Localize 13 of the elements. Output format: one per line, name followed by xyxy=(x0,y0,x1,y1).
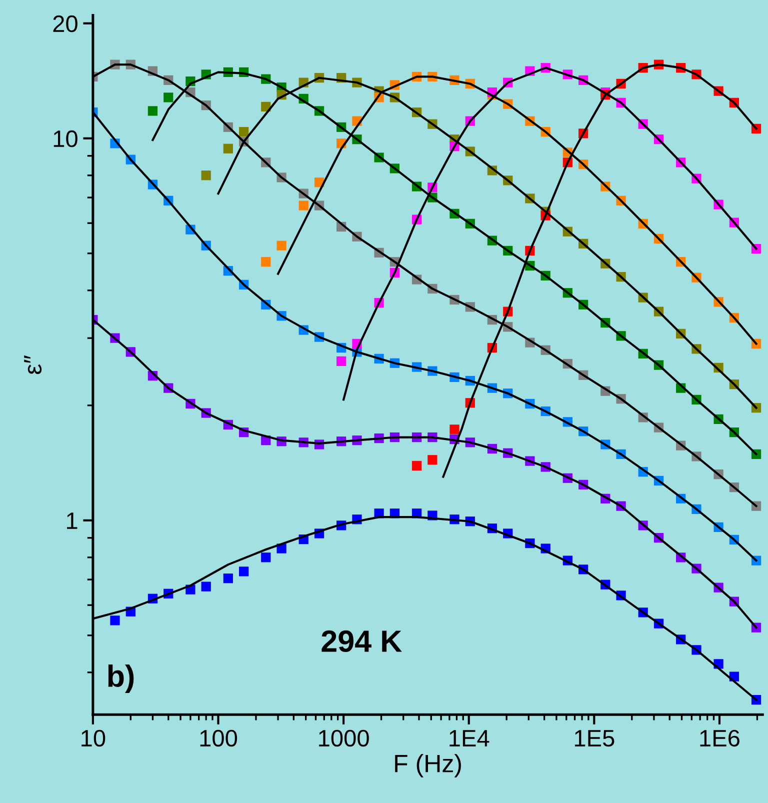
x-tick-label: 1000 xyxy=(319,730,369,747)
x-tick-label: 100 xyxy=(200,730,238,747)
x-tick-label: 1E6 xyxy=(700,730,740,747)
y-tick-label: 20 xyxy=(53,15,78,32)
y-tick-label: 10 xyxy=(54,130,78,148)
annotation: 294 K xyxy=(322,630,402,652)
x-tick-label: 10 xyxy=(82,730,106,747)
y-axis-title: ε″ xyxy=(24,355,42,374)
annotation: b) xyxy=(108,664,134,694)
x-axis-title: F (Hz) xyxy=(395,754,461,778)
x-tick-label: 1E5 xyxy=(574,730,614,747)
y-tick-label: 1 xyxy=(67,512,78,529)
x-tick-label: 1E4 xyxy=(450,730,490,746)
